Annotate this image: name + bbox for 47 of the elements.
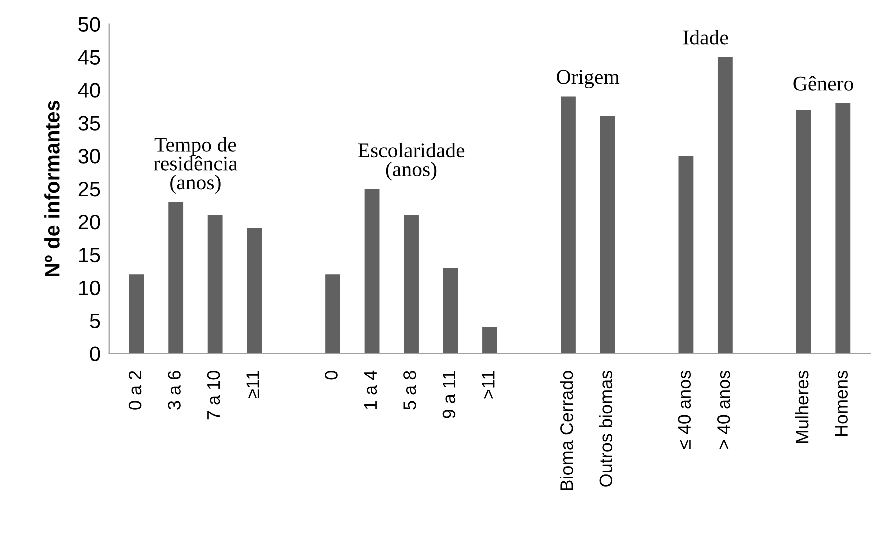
x-tick-label: 5 a 8 [404,371,416,410]
annotation: Tempo de residência (anos) [154,137,238,194]
y-tick-label: 50 [78,17,100,32]
bar [836,103,851,354]
x-tick-label: 7 a 10 [207,371,220,420]
x-tick-label: Homens [835,371,848,436]
y-tick-label: 25 [78,182,100,197]
bar [796,110,812,354]
y-tick-label: 45 [78,50,100,65]
y-axis-title: Nº de informantes [44,100,60,276]
annotation: Origem [557,70,620,89]
bar [364,189,380,354]
x-tick-label: Mulheres [796,371,809,444]
bar [404,215,419,354]
bar [168,202,184,354]
x-tick-label: 0 [325,371,338,380]
annotation: Idade [683,30,728,45]
bar [129,274,144,354]
y-tick-label: 5 [90,314,100,329]
x-tick-label: 0 a 2 [128,371,142,410]
x-tick-label: 9 a 11 [442,371,456,418]
y-tick-label: 10 [79,280,100,296]
bar [600,116,616,354]
bar [678,156,694,354]
bar [561,96,576,354]
y-tick-label: 40 [78,83,100,98]
y-tick-label: 15 [79,248,100,263]
bar [247,228,262,354]
annotation: Gênero [794,76,854,91]
bar [208,215,223,354]
x-tick-label: >11 [482,371,495,399]
x-tick-label: 1 a 4 [364,370,378,410]
y-tick-label: 35 [78,116,100,131]
annotation: Escolaridade (anos) [358,142,465,181]
bar [326,274,340,354]
x-tick-label: 3 a 6 [168,371,181,410]
y-tick-label: 20 [78,214,100,230]
bar [718,57,733,354]
x-tick-label: ≤ 40 anos [678,371,692,449]
y-tick-label: 30 [78,149,100,164]
x-tick-label: Outros biomas [599,371,613,487]
x-tick-label: > 40 anos [718,371,730,450]
y-tick-label: 0 [90,346,100,362]
bar [443,268,458,354]
x-tick-label: ≥11 [246,371,260,398]
x-tick-label: Bioma Cerrado [560,371,574,490]
bar [482,327,498,354]
